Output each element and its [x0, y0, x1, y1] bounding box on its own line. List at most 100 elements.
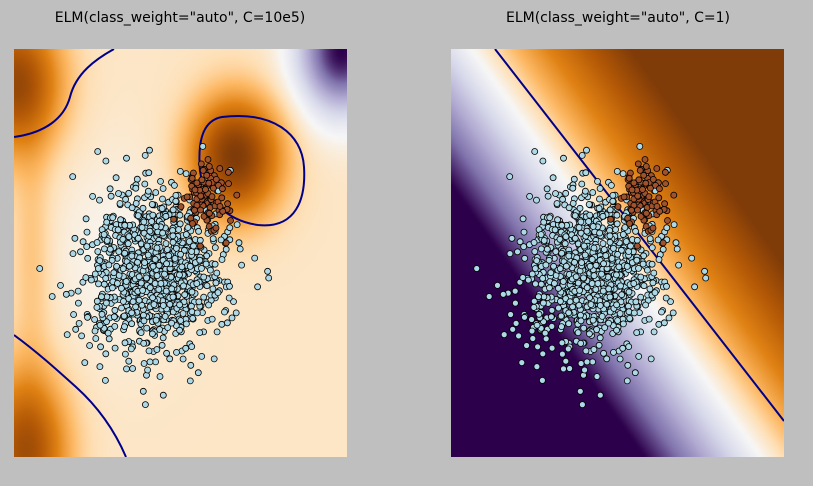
class-0-point: [564, 345, 572, 353]
class-0-point: [531, 148, 539, 155]
class-0-point: [129, 365, 136, 372]
class-0-point: [140, 311, 147, 319]
class-0-point: [135, 296, 143, 304]
class-0-point: [590, 346, 598, 353]
class-0-point: [640, 282, 648, 290]
class-0-point: [577, 317, 585, 325]
class-0-point: [539, 350, 547, 358]
class-0-point: [109, 214, 117, 222]
class-0-point: [144, 187, 152, 195]
class-1-point: [628, 186, 636, 194]
class-0-point: [576, 387, 584, 395]
class-0-point: [589, 316, 597, 324]
class-1-point: [216, 165, 224, 172]
class-0-point: [670, 221, 678, 229]
class-0-point: [121, 323, 128, 331]
class-0-point: [184, 224, 192, 231]
class-0-point: [134, 258, 141, 266]
class-0-point: [667, 298, 674, 306]
class-0-point: [581, 251, 589, 259]
class-0-point: [565, 320, 573, 328]
class-0-point: [77, 248, 84, 256]
class-0-point: [494, 281, 501, 289]
class-0-point: [144, 366, 152, 374]
class-0-point: [618, 291, 626, 299]
class-0-point: [583, 227, 591, 235]
class-1-point: [670, 191, 678, 199]
class-0-point: [581, 187, 589, 195]
class-0-point: [140, 218, 148, 226]
class-0-point: [535, 310, 543, 318]
class-0-point: [633, 256, 641, 264]
class-0-point: [221, 308, 228, 316]
class-0-point: [62, 290, 70, 298]
class-0-point: [577, 311, 584, 319]
class-0-point: [146, 146, 153, 154]
class-0-point: [512, 319, 520, 327]
class-0-point: [122, 278, 130, 285]
class-0-point: [631, 369, 639, 377]
class-0-point: [559, 350, 566, 358]
class-0-point: [560, 154, 567, 162]
class-0-point: [111, 306, 119, 314]
class-0-point: [228, 314, 236, 322]
class-0-point: [594, 280, 602, 287]
class-0-point: [613, 211, 621, 219]
class-1-point: [208, 193, 216, 201]
class-0-point: [655, 256, 663, 263]
class-0-point: [537, 280, 545, 288]
class-0-point: [200, 273, 208, 281]
class-1-point: [653, 165, 661, 172]
class-0-point: [127, 345, 135, 353]
class-0-point: [540, 218, 548, 226]
class-0-point: [581, 366, 589, 374]
class-0-point: [36, 265, 44, 272]
class-0-point: [518, 359, 526, 367]
class-0-point: [134, 212, 142, 220]
class-0-point: [598, 270, 605, 278]
class-0-point: [578, 259, 586, 267]
class-0-point: [520, 228, 528, 236]
class-1-point: [170, 215, 178, 223]
class-0-point: [525, 276, 532, 284]
class-1-point: [189, 220, 196, 227]
class-1-point: [641, 156, 649, 163]
class-0-point: [624, 302, 632, 310]
class-0-point: [562, 233, 570, 241]
class-0-point: [168, 319, 176, 327]
class-0-point: [178, 263, 186, 271]
class-0-point: [596, 334, 604, 342]
class-0-point: [217, 236, 225, 244]
class-0-point: [108, 256, 116, 264]
class-1-point: [620, 193, 628, 201]
class-0-point: [169, 238, 177, 246]
class-0-point: [557, 297, 564, 305]
class-0-point: [560, 365, 567, 373]
class-0-point: [158, 341, 166, 349]
class-0-point: [562, 189, 570, 197]
class-0-point: [100, 280, 108, 288]
class-0-point: [141, 401, 149, 409]
class-0-point: [551, 279, 558, 287]
class-0-point: [555, 304, 562, 312]
class-0-point: [601, 324, 609, 332]
class-0-point: [93, 303, 101, 311]
class-0-point: [222, 245, 230, 253]
class-0-point: [530, 239, 538, 246]
class-0-point: [202, 260, 210, 268]
class-0-point: [182, 344, 190, 352]
class-0-point: [132, 199, 140, 207]
class-0-point: [563, 262, 570, 270]
class-0-point: [119, 235, 127, 243]
class-0-point: [606, 238, 614, 246]
class-0-point: [187, 361, 195, 369]
class-0-point: [111, 344, 119, 352]
class-0-point: [543, 185, 551, 193]
class-0-point: [565, 204, 573, 212]
class-0-point: [159, 229, 167, 237]
class-0-point: [144, 251, 152, 259]
class-0-point: [128, 320, 136, 328]
class-0-point: [151, 280, 159, 287]
class-0-point: [589, 358, 597, 366]
class-0-point: [691, 283, 699, 291]
